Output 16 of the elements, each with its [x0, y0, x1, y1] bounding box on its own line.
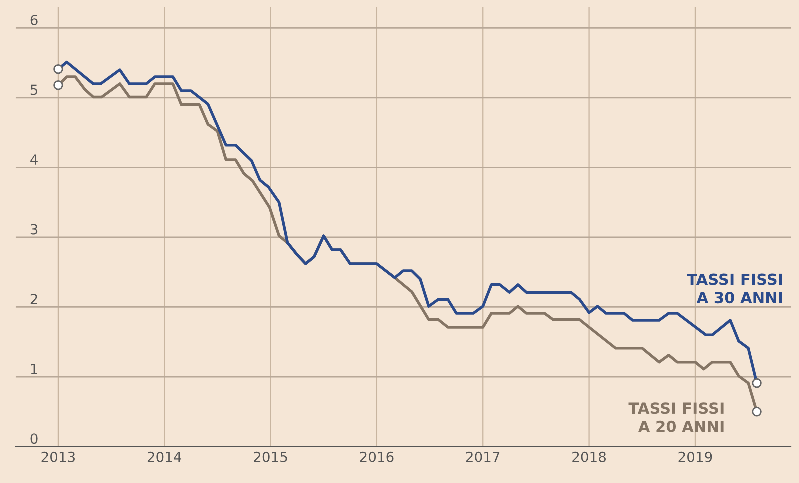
x-tick-label: 2013	[42, 452, 76, 462]
x-tick-label: 2017	[466, 452, 500, 462]
x-tick-label: 2015	[254, 452, 288, 462]
x-tick-label: 2014	[148, 452, 182, 462]
y-tick-label: 2	[30, 294, 38, 304]
series-label: TASSI FISSI A 30 ANNI	[687, 274, 782, 304]
y-tick-label: 3	[30, 224, 38, 235]
y-tick-label: 4	[30, 154, 38, 165]
y-tick-label: 0	[30, 434, 38, 444]
series-label: TASSI FISSI A 20 ANNI	[628, 402, 724, 432]
y-tick-label: 5	[30, 84, 38, 96]
x-tick-label: 2019	[678, 452, 712, 462]
y-tick-label: 1	[31, 364, 38, 374]
x-tick-label: 2016	[360, 452, 394, 462]
x-tick-label: 2018	[572, 452, 606, 462]
y-tick-label: 6	[30, 14, 38, 26]
